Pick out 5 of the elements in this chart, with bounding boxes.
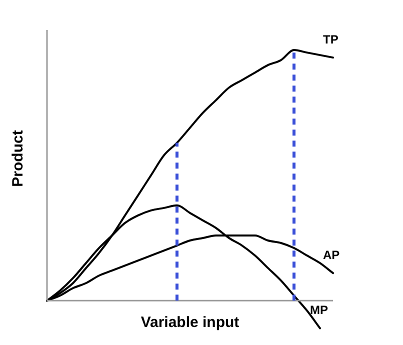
- series-label: AP: [323, 248, 340, 262]
- x-axis-title: Variable input: [140, 314, 240, 331]
- series-label: TP: [323, 32, 338, 47]
- series-label: MP: [310, 303, 328, 318]
- y-axis-title: Product: [10, 129, 26, 189]
